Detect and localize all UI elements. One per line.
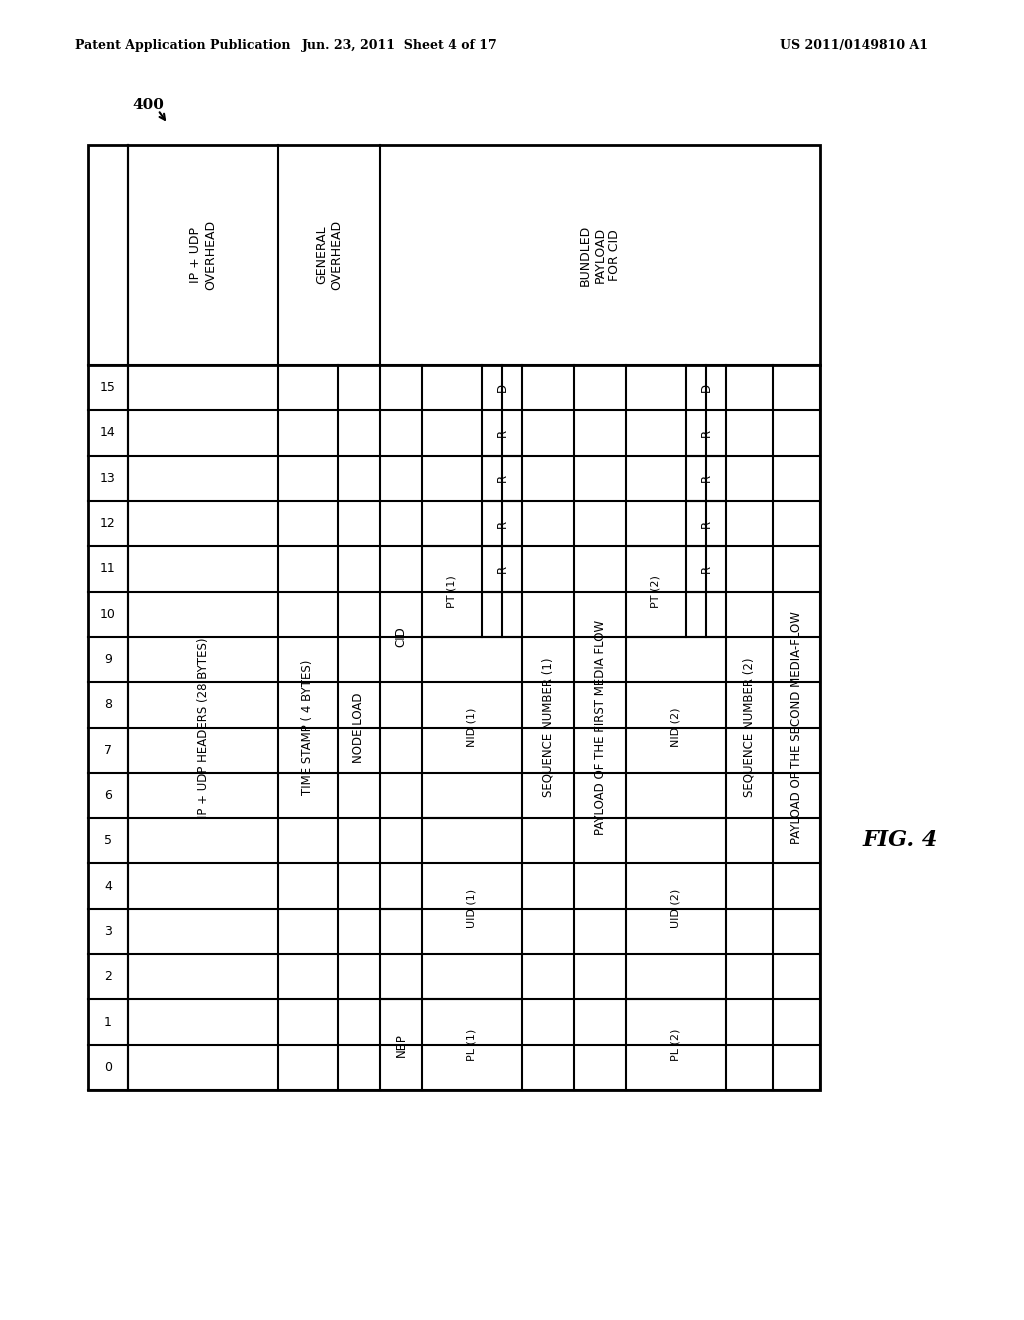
Text: UID (1): UID (1): [467, 890, 477, 928]
Text: R: R: [496, 429, 509, 437]
Text: 14: 14: [100, 426, 116, 440]
Text: 10: 10: [100, 607, 116, 620]
Text: 0: 0: [104, 1061, 112, 1074]
Text: PL (1): PL (1): [467, 1028, 477, 1061]
Text: NBP: NBP: [394, 1032, 408, 1056]
Text: D: D: [496, 383, 509, 392]
Text: PAYLOAD OF THE FIRST MEDIA FLOW: PAYLOAD OF THE FIRST MEDIA FLOW: [594, 620, 606, 836]
Text: R: R: [699, 474, 713, 482]
Text: TIME STAMP ( 4 BYTES): TIME STAMP ( 4 BYTES): [301, 660, 314, 795]
Text: 9: 9: [104, 653, 112, 667]
Text: 1: 1: [104, 1015, 112, 1028]
Text: R: R: [496, 474, 509, 482]
Text: NODE LOAD: NODE LOAD: [352, 692, 366, 763]
Text: R: R: [699, 429, 713, 437]
Text: R: R: [496, 565, 509, 573]
Text: 5: 5: [104, 834, 112, 847]
Text: CID: CID: [394, 627, 408, 647]
Text: 8: 8: [104, 698, 112, 711]
Text: 11: 11: [100, 562, 116, 576]
Text: 400: 400: [132, 98, 164, 112]
Text: 12: 12: [100, 517, 116, 531]
Text: 7: 7: [104, 743, 112, 756]
Text: D: D: [699, 383, 713, 392]
Text: R: R: [496, 520, 509, 528]
Text: PT (2): PT (2): [651, 576, 662, 609]
Text: 2: 2: [104, 970, 112, 983]
Text: IP + UDP
OVERHEAD: IP + UDP OVERHEAD: [189, 220, 217, 290]
Text: UID (2): UID (2): [671, 890, 681, 928]
Text: 6: 6: [104, 789, 112, 803]
Text: 15: 15: [100, 381, 116, 395]
Text: 3: 3: [104, 925, 112, 939]
Text: GENERAL
OVERHEAD: GENERAL OVERHEAD: [315, 220, 343, 290]
Text: SEQUENCE NUMBER (1): SEQUENCE NUMBER (1): [542, 657, 555, 797]
Text: NID (2): NID (2): [671, 708, 681, 747]
Text: Patent Application Publication: Patent Application Publication: [75, 38, 291, 51]
Text: SEQUENCE NUMBER (2): SEQUENCE NUMBER (2): [743, 657, 756, 797]
Text: 4: 4: [104, 879, 112, 892]
Text: US 2011/0149810 A1: US 2011/0149810 A1: [780, 38, 928, 51]
Text: BUNDLED
PAYLOAD
FOR CID: BUNDLED PAYLOAD FOR CID: [579, 224, 622, 285]
Bar: [88, 145, 820, 1090]
Text: PAYLOAD OF THE SECOND MEDIA-FLOW: PAYLOAD OF THE SECOND MEDIA-FLOW: [790, 611, 803, 843]
Text: PT (1): PT (1): [447, 576, 457, 609]
Text: PL (2): PL (2): [671, 1028, 681, 1061]
Text: NID (1): NID (1): [467, 708, 477, 747]
Text: 13: 13: [100, 471, 116, 484]
Text: IP + UDP HEADERS (28 BYTES): IP + UDP HEADERS (28 BYTES): [197, 638, 210, 818]
Text: Jun. 23, 2011  Sheet 4 of 17: Jun. 23, 2011 Sheet 4 of 17: [302, 38, 498, 51]
Text: FIG. 4: FIG. 4: [862, 829, 938, 851]
Text: R: R: [699, 565, 713, 573]
Text: R: R: [699, 520, 713, 528]
